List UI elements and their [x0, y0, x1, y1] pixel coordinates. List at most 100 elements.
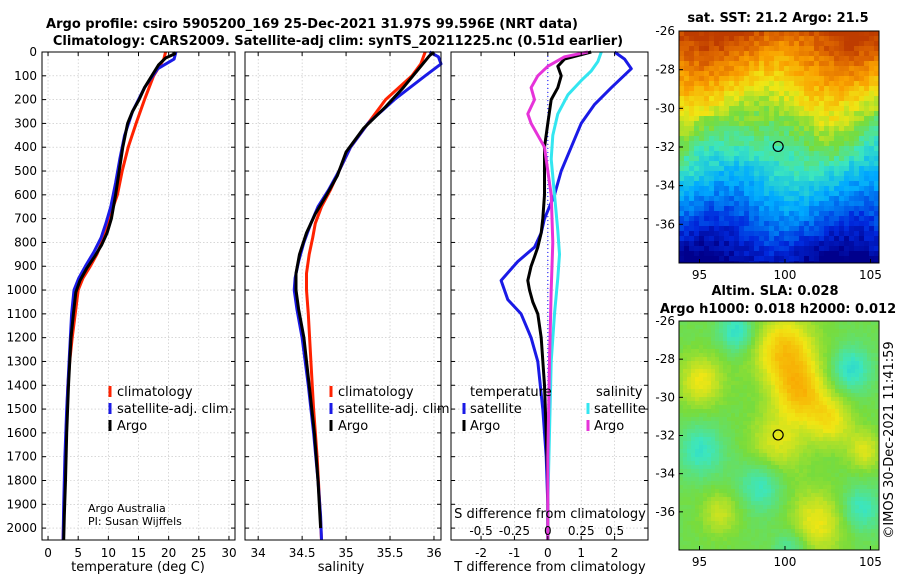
map-cell — [823, 365, 828, 370]
map-cell — [855, 409, 860, 414]
map-cell — [875, 473, 879, 478]
map-cell — [679, 86, 685, 92]
map-cell — [859, 81, 865, 87]
map-cell — [809, 71, 815, 77]
map-cell — [874, 141, 879, 147]
map-cell — [775, 413, 780, 418]
map-cell — [699, 321, 704, 326]
map-cell — [829, 81, 835, 87]
map-cell — [704, 236, 710, 242]
map-cell — [849, 226, 855, 232]
map-cell — [759, 365, 764, 370]
map-cell — [734, 51, 740, 57]
map-cell — [723, 449, 728, 454]
map-cell — [859, 529, 864, 534]
map-cell — [855, 329, 860, 334]
map-cell — [783, 493, 788, 498]
map-cell — [854, 106, 860, 112]
map-cell — [719, 325, 724, 330]
map-cell — [831, 381, 836, 386]
map-cell — [714, 96, 720, 102]
map-cell — [803, 401, 808, 406]
map-cell — [774, 106, 780, 112]
map-cell — [795, 485, 800, 490]
map-cell — [775, 473, 780, 478]
map-cell — [829, 261, 835, 263]
map-cell — [703, 473, 708, 478]
map-cell — [834, 136, 840, 142]
map-cell — [779, 186, 785, 192]
map-cell — [867, 525, 872, 530]
map-cell — [864, 226, 870, 232]
map-cell — [775, 409, 780, 414]
map-cell — [803, 513, 808, 518]
map-cell — [747, 413, 752, 418]
map-cell — [735, 349, 740, 354]
legend-salinity-title: salinity — [596, 385, 643, 400]
map-cell — [784, 156, 790, 162]
map-cell — [763, 477, 768, 482]
map-cell — [875, 437, 879, 442]
map-cell — [795, 521, 800, 526]
map-cell — [709, 211, 715, 217]
map-cell — [789, 181, 795, 187]
map-cell — [684, 176, 690, 182]
map-cell — [683, 361, 688, 366]
map-cell — [755, 413, 760, 418]
map-cell — [783, 437, 788, 442]
map-cell — [824, 151, 830, 157]
map-cell — [829, 211, 835, 217]
map-cell — [699, 365, 704, 370]
map-cell — [827, 349, 832, 354]
map-cell — [779, 56, 785, 62]
map-cell — [723, 409, 728, 414]
map-cell — [723, 385, 728, 390]
map-cell — [729, 161, 735, 167]
map-cell — [783, 465, 788, 470]
map-cell — [834, 196, 840, 202]
map-cell — [699, 477, 704, 482]
map-cell — [815, 345, 820, 350]
map-cell — [829, 161, 835, 167]
map-cell — [751, 393, 756, 398]
map-cell — [854, 211, 860, 217]
map-cell — [774, 86, 780, 92]
map-cell — [694, 106, 700, 112]
map-cell — [819, 529, 824, 534]
map-cell — [774, 76, 780, 82]
map-cell — [729, 201, 735, 207]
map-cell — [784, 146, 790, 152]
map-cell — [699, 126, 705, 132]
map-cell — [815, 377, 820, 382]
map-cell — [739, 206, 745, 212]
map-cell — [739, 525, 744, 530]
map-cell — [819, 473, 824, 478]
map-cell — [723, 533, 728, 538]
map-cell — [754, 211, 760, 217]
map-cell — [759, 457, 764, 462]
map-cell — [755, 473, 760, 478]
map-cell — [759, 409, 764, 414]
map-cell — [764, 136, 770, 142]
map-cell — [795, 417, 800, 422]
map-cell — [819, 146, 825, 152]
map-cell — [867, 509, 872, 514]
map-cell — [844, 251, 850, 257]
map-cell — [859, 91, 865, 97]
map-cell — [707, 461, 712, 466]
map-cell — [679, 61, 685, 67]
map-cell — [779, 196, 785, 202]
map-cell — [859, 116, 865, 122]
map-cell — [749, 231, 755, 237]
map-cell — [794, 166, 800, 172]
map-cell — [691, 385, 696, 390]
map-cell — [764, 171, 770, 177]
map-cell — [729, 186, 735, 192]
map-cell — [799, 505, 804, 510]
map-cell — [679, 111, 685, 117]
map-cell — [855, 385, 860, 390]
series-line-temperature-argo — [526, 50, 592, 540]
map-cell — [691, 405, 696, 410]
map-cell — [819, 393, 824, 398]
